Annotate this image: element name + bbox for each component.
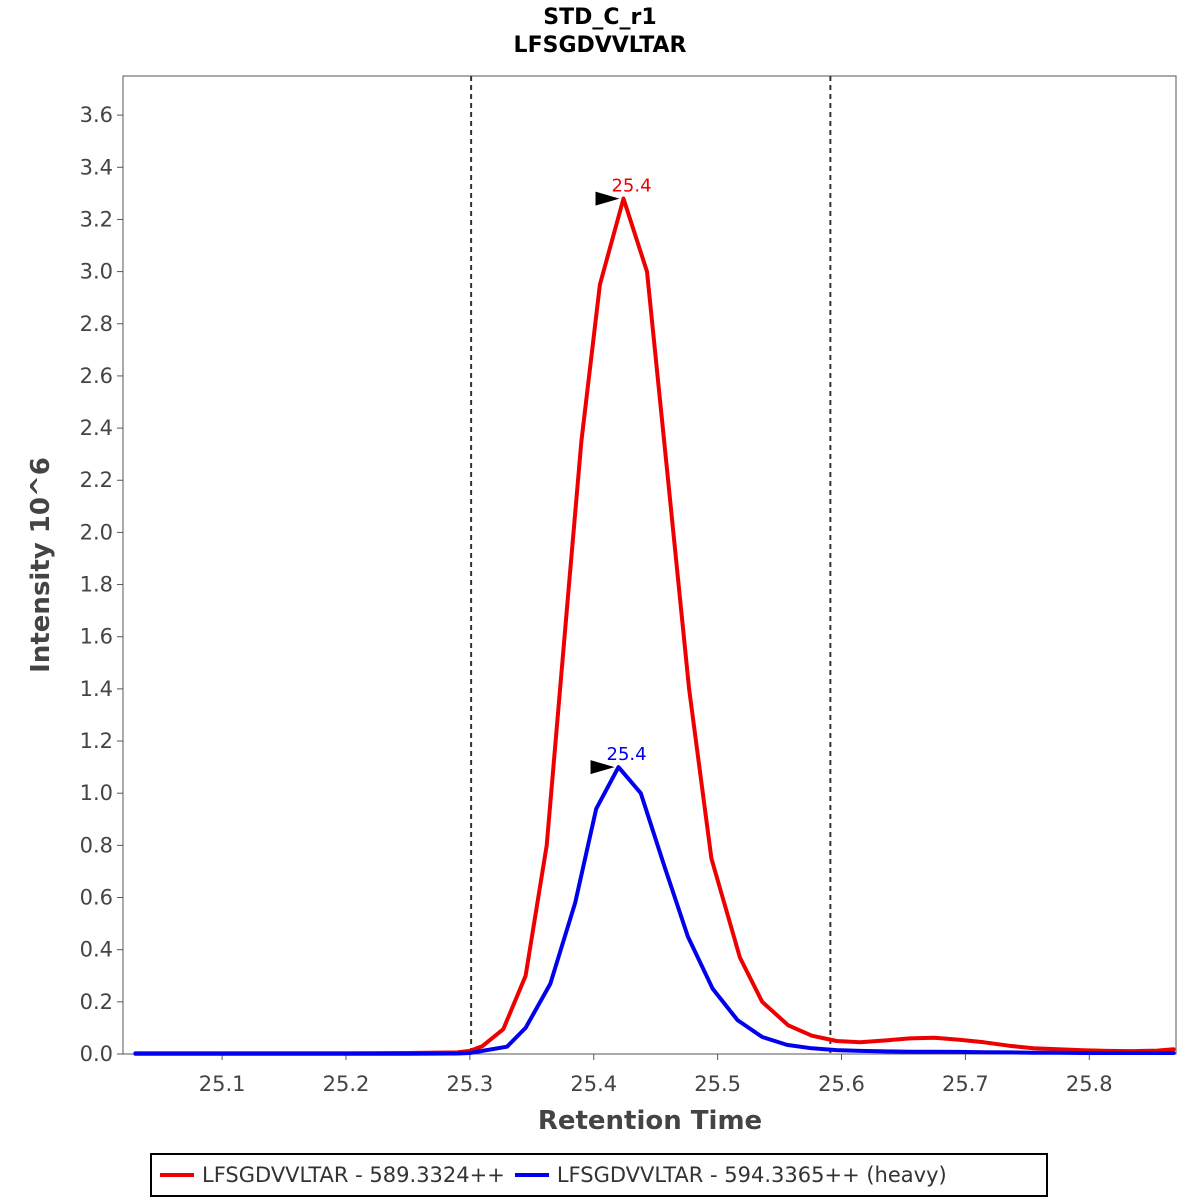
integration-boundaries [470, 76, 832, 1054]
legend: LFSGDVVLTAR - 589.3324++ LFSGDVVLTAR - 5… [150, 1153, 1048, 1197]
y-tick-label: 3.0 [80, 260, 113, 284]
chromatogram-chart: STD_C_r1 LFSGDVVLTAR 0.0 0.2 0.4 0.6 0.8 1.0 1… [26, 5, 1177, 1136]
y-tick-label: 2.6 [80, 364, 113, 388]
y-tick-label: 1.8 [80, 573, 113, 597]
y-tick-label: 0.4 [80, 938, 113, 962]
chart-title: STD_C_r1 [543, 5, 656, 30]
x-tick-label: 25.6 [818, 1072, 865, 1096]
y-tick-label: 0.2 [80, 990, 113, 1014]
plot-area [122, 75, 1177, 1055]
series-layer [133, 196, 1176, 1056]
series-line-heavy [133, 765, 1176, 1056]
x-tick-label: 25.7 [942, 1072, 989, 1096]
y-tick-label: 2.8 [80, 312, 113, 336]
peak-marker-light [595, 191, 620, 206]
x-tick-label: 25.1 [199, 1072, 246, 1096]
legend-item-light: LFSGDVVLTAR - 589.3324++ [160, 1163, 505, 1187]
y-tick-label: 0.6 [80, 886, 113, 910]
y-tick-label: 1.6 [80, 625, 113, 649]
y-axis-title: Intensity 10^6 [26, 457, 56, 673]
legend-label-heavy: LFSGDVVLTAR - 594.3365++ (heavy) [556, 1163, 947, 1187]
legend-swatch-heavy [514, 1173, 549, 1177]
y-tick-label: 3.4 [80, 155, 113, 179]
legend-swatch-light [160, 1173, 194, 1177]
y-tick-label: 0.8 [80, 833, 113, 857]
y-tick-label: 3.2 [80, 207, 113, 231]
peak-label-heavy: 25.4 [607, 744, 647, 765]
y-tick-label: 0.0 [80, 1042, 113, 1066]
peak-label-light: 25.4 [611, 176, 651, 197]
series-line-light [133, 196, 1176, 1056]
x-tick-label: 25.3 [446, 1072, 493, 1096]
y-axis: 0.0 0.2 0.4 0.6 0.8 1.0 1.2 1.4 1.6 1.8 2.0 2.2 2.4 2… [80, 103, 123, 1066]
y-tick-label: 2.0 [80, 520, 113, 544]
x-tick-label: 25.8 [1066, 1072, 1113, 1096]
x-tick-label: 25.5 [694, 1072, 741, 1096]
y-tick-label: 1.2 [80, 729, 113, 753]
peak-annotations: 25.4 25.4 [590, 176, 652, 775]
x-axis: 25.1 25.2 25.3 25.4 25.5 25.6 25.7 25.8 [199, 1054, 1113, 1096]
chart-subtitle: LFSGDVVLTAR [514, 33, 687, 58]
x-axis-title: Retention Time [538, 1106, 762, 1136]
y-tick-label: 1.0 [80, 781, 113, 805]
y-tick-label: 2.4 [80, 416, 113, 440]
x-tick-label: 25.2 [323, 1072, 370, 1096]
x-tick-label: 25.4 [570, 1072, 617, 1096]
y-tick-label: 2.2 [80, 468, 113, 492]
peak-marker-heavy [590, 760, 615, 775]
legend-label-light: LFSGDVVLTAR - 589.3324++ [202, 1163, 505, 1187]
y-tick-label: 3.6 [80, 103, 113, 127]
legend-item-heavy: LFSGDVVLTAR - 594.3365++ (heavy) [514, 1163, 947, 1187]
y-tick-label: 1.4 [80, 677, 113, 701]
